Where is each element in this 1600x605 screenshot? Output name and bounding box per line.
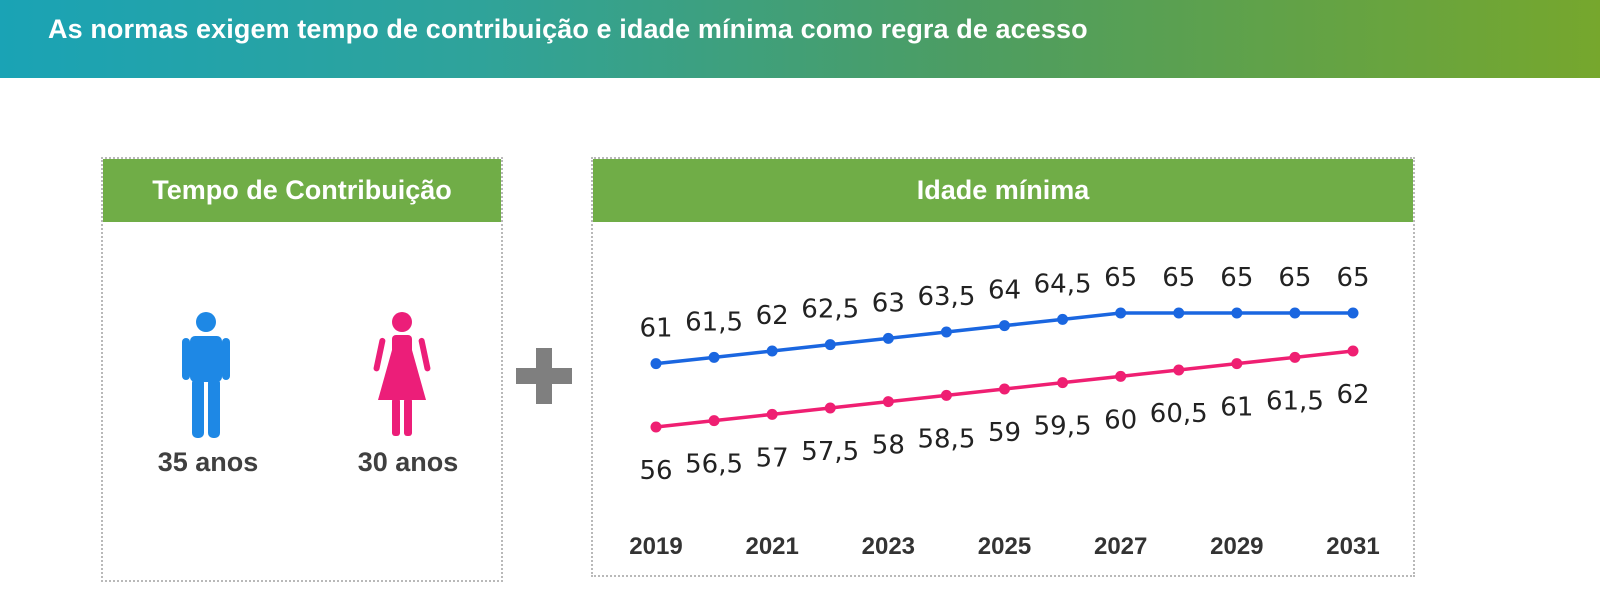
x-tick-label-2027: 2027 — [1094, 533, 1147, 560]
point-men-2030 — [1289, 307, 1301, 319]
page-title: As normas exigem tempo de contribuição e… — [48, 14, 1088, 44]
point-women-2031 — [1347, 345, 1359, 357]
minimum-age-chart: 61 61,5 62 62,5 63 63,5 64 64,5 65 65 65 65 65 56 56,5… — [629, 263, 1379, 560]
x-tick-label-2031: 2031 — [1326, 533, 1379, 560]
data-label-women-2028: 60,5 — [1150, 399, 1208, 429]
point-women-2025 — [999, 383, 1010, 395]
data-label-men-2022: 62,5 — [801, 295, 859, 325]
data-label-women-2025: 59 — [988, 418, 1021, 448]
point-men-2023 — [882, 332, 894, 344]
point-men-2022 — [824, 339, 836, 351]
data-label-women-2019: 56 — [639, 456, 672, 486]
data-label-men-2023: 63 — [872, 288, 905, 318]
data-label-women-2030: 61,5 — [1266, 386, 1324, 416]
point-men-2020 — [708, 351, 720, 363]
point-men-2019 — [650, 358, 662, 370]
data-label-men-2031: 65 — [1336, 263, 1369, 293]
data-label-women-2029: 61 — [1220, 393, 1253, 423]
data-label-women-2023: 58 — [872, 431, 905, 461]
point-women-2024 — [940, 389, 952, 401]
minimum-age-header: Idade mínima — [593, 159, 1413, 222]
point-men-2026 — [1057, 313, 1069, 325]
female-person-icon — [373, 312, 431, 436]
data-label-men-2024: 63,5 — [917, 282, 975, 312]
data-label-men-2029: 65 — [1220, 263, 1253, 293]
data-label-women-2020: 56,5 — [685, 450, 743, 480]
data-label-women-2024: 58,5 — [917, 424, 975, 454]
minimum-age-panel: Idade mínima — [591, 157, 1415, 577]
data-label-men-2026: 64,5 — [1034, 269, 1092, 299]
data-label-women-2031: 62 — [1336, 380, 1369, 410]
point-men-2021 — [766, 345, 778, 357]
data-label-women-2022: 57,5 — [801, 437, 859, 467]
point-men-2029 — [1231, 307, 1243, 319]
data-label-men-2019: 61 — [639, 314, 672, 344]
x-tick-label-2023: 2023 — [862, 533, 915, 560]
data-label-men-2021: 62 — [756, 301, 789, 331]
contribution-time-header: Tempo de Contribuição — [103, 159, 501, 222]
point-women-2028 — [1173, 364, 1185, 376]
point-men-2027 — [1115, 307, 1127, 319]
data-label-men-2028: 65 — [1162, 263, 1195, 293]
point-women-2020 — [708, 415, 720, 427]
point-women-2027 — [1115, 370, 1127, 382]
plus-icon — [516, 348, 572, 404]
data-label-men-2020: 61,5 — [685, 307, 743, 337]
data-label-women-2026: 59,5 — [1034, 412, 1092, 442]
point-women-2030 — [1289, 351, 1301, 363]
point-men-2031 — [1347, 307, 1359, 319]
point-women-2022 — [824, 402, 836, 414]
point-men-2028 — [1173, 307, 1185, 319]
x-tick-label-2029: 2029 — [1210, 533, 1263, 560]
data-label-men-2027: 65 — [1104, 263, 1137, 293]
male-person-icon — [182, 312, 230, 438]
point-women-2019 — [650, 421, 662, 433]
female-years-label: 30 anos — [357, 447, 459, 477]
x-tick-label-2019: 2019 — [629, 533, 682, 560]
point-men-2024 — [940, 326, 952, 338]
point-women-2029 — [1231, 358, 1243, 370]
data-label-women-2021: 57 — [756, 443, 789, 473]
point-women-2026 — [1057, 377, 1069, 389]
point-men-2025 — [999, 320, 1010, 332]
x-tick-label-2025: 2025 — [978, 533, 1031, 560]
point-women-2021 — [766, 408, 778, 420]
x-tick-label-2021: 2021 — [745, 533, 798, 560]
contribution-time-panel: Tempo de Contribuição — [101, 157, 503, 582]
point-women-2023 — [882, 396, 894, 408]
male-years-label: 35 anos — [157, 447, 259, 477]
data-label-women-2027: 60 — [1104, 405, 1137, 435]
data-label-men-2025: 64 — [988, 276, 1021, 306]
title-banner: As normas exigem tempo de contribuição e… — [0, 0, 1600, 78]
data-label-men-2030: 65 — [1278, 263, 1311, 293]
